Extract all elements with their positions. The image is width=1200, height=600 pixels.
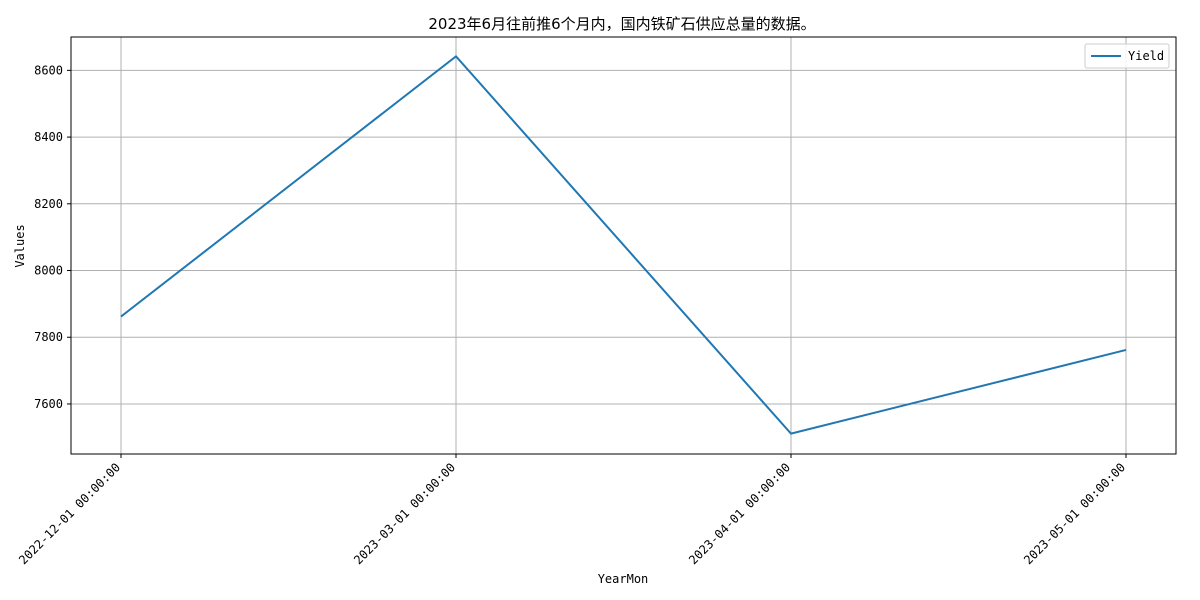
series-layer	[120, 54, 1127, 435]
plot-frame	[70, 36, 1177, 455]
y-tick-label: 7600	[34, 397, 63, 411]
legend: Yield	[1084, 43, 1170, 69]
y-tick-label: 8000	[34, 264, 63, 278]
legend-box	[1084, 43, 1170, 69]
x-axis-label: YearMon	[598, 572, 649, 586]
y-axis: 7600 7800 8000 8200 8400 8600	[34, 63, 71, 411]
x-tick-label: 2023-03-01 00:00:00	[351, 460, 458, 567]
y-tick-label: 8200	[34, 197, 63, 211]
y-tick-label: 7800	[34, 330, 63, 344]
y-tick-label: 8400	[34, 130, 63, 144]
y-axis-label: Values	[13, 224, 27, 267]
x-tick-label: 2023-05-01 00:00:00	[1021, 460, 1128, 567]
x-tick-label: 2023-04-01 00:00:00	[686, 460, 793, 567]
legend-label-yield: Yield	[1128, 49, 1164, 63]
series-line-yield	[120, 54, 1127, 435]
x-axis: 2022-12-01 00:00:00 2023-03-01 00:00:00 20…	[16, 454, 1128, 567]
x-tick-label: 2022-12-01 00:00:00	[16, 460, 123, 567]
grid	[71, 37, 1176, 454]
chart-title: 2023年6月往前推6个月内，国内铁矿石供应总量的数据。	[428, 15, 815, 33]
y-tick-label: 8600	[34, 63, 63, 77]
